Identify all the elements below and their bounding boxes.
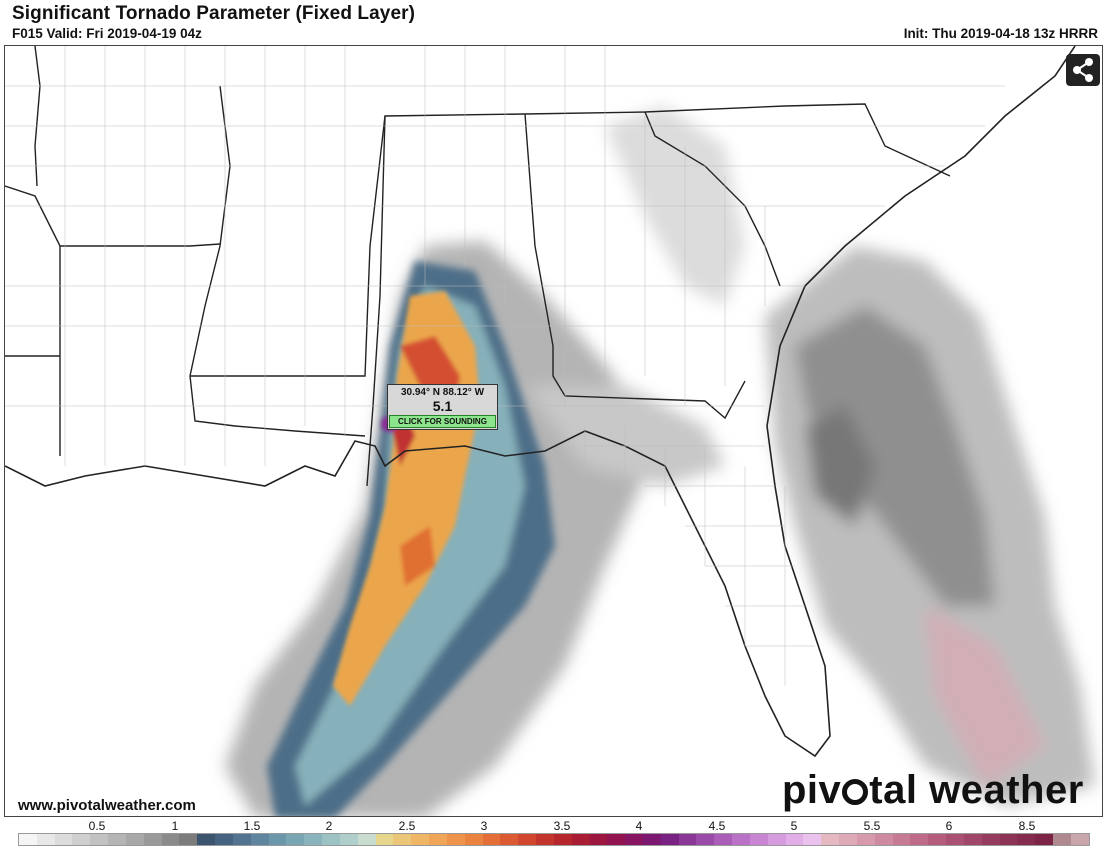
point-value-popup: 30.94° N 88.12° W 5.1 CLICK FOR SOUNDING [387, 384, 498, 430]
scale-swatch [54, 834, 73, 845]
scale-swatch [1035, 834, 1054, 845]
scale-swatch [607, 834, 626, 845]
scale-tick: 1 [171, 819, 179, 833]
scale-swatch [197, 834, 216, 845]
scale-swatch [518, 834, 537, 845]
scale-swatch [90, 834, 109, 845]
valid-time: F015 Valid: Fri 2019-04-19 04z [12, 26, 202, 41]
state-borders [5, 46, 951, 487]
scale-swatch [999, 834, 1018, 845]
scale-tick: 0.5 [88, 819, 106, 833]
scale-swatch [660, 834, 679, 845]
scale-tick: 2 [325, 819, 333, 833]
scale-swatch [375, 834, 394, 845]
scale-swatch [339, 834, 358, 845]
scale-tick: 3 [480, 819, 488, 833]
scale-swatch [411, 834, 430, 845]
scale-swatch [393, 834, 412, 845]
scale-swatch [785, 834, 804, 845]
scale-swatch [215, 834, 233, 845]
scale-swatch [625, 834, 643, 845]
scale-swatch [286, 834, 305, 845]
scale-tick: 1.5 [243, 819, 261, 833]
scale-swatch [322, 834, 340, 845]
scale-swatch [464, 834, 483, 845]
scale-swatch [910, 834, 929, 845]
scale-swatch [714, 834, 733, 845]
scale-swatch [571, 834, 590, 845]
scale-swatch [1017, 834, 1036, 845]
scale-swatch [642, 834, 661, 845]
map-canvas [5, 46, 1095, 816]
scale-swatch [856, 834, 875, 845]
website-url[interactable]: www.pivotalweather.com [18, 797, 196, 814]
scale-swatch [143, 834, 162, 845]
scale-swatch [839, 834, 857, 845]
scale-swatch [161, 834, 180, 845]
scale-swatch [767, 834, 786, 845]
scale-tick: 5.5 [863, 819, 881, 833]
scale-swatch [72, 834, 91, 845]
popup-value: 5.1 [432, 398, 453, 414]
color-scale-bar [18, 833, 1090, 846]
scale-swatch [446, 834, 465, 845]
scale-swatch [874, 834, 893, 845]
scale-swatch [536, 834, 554, 845]
scale-tick: 3.5 [553, 819, 571, 833]
sounding-button[interactable]: CLICK FOR SOUNDING [389, 415, 496, 428]
scale-swatch [482, 834, 501, 845]
county-lines [5, 46, 1005, 686]
scale-swatch [429, 834, 447, 845]
scale-swatch [19, 834, 37, 845]
share-icon [1073, 58, 1093, 82]
scale-swatch [946, 834, 964, 845]
scale-swatch [357, 834, 376, 845]
scale-swatch [749, 834, 768, 845]
scale-swatch [892, 834, 911, 845]
map-title: Significant Tornado Parameter (Fixed Lay… [12, 3, 416, 24]
stp-grey-atlantic [765, 246, 1095, 806]
scale-swatch [1070, 834, 1089, 845]
brand-logo: piv tal weather [782, 768, 1084, 812]
scale-swatch [304, 834, 323, 845]
scale-swatch [821, 834, 840, 845]
scale-swatch [1053, 834, 1071, 845]
scale-swatch [125, 834, 144, 845]
gear-icon [842, 779, 869, 805]
scale-swatch [928, 834, 947, 845]
scale-swatch [553, 834, 572, 845]
scale-swatch [589, 834, 608, 845]
init-time: Init: Thu 2019-04-18 13z HRRR [903, 26, 1098, 41]
scale-swatch [963, 834, 982, 845]
scale-swatch [268, 834, 287, 845]
scale-tick: 2.5 [398, 819, 416, 833]
scale-tick: 8.5 [1018, 819, 1036, 833]
scale-swatch [232, 834, 251, 845]
scale-swatch [981, 834, 1000, 845]
scale-tick: 4.5 [708, 819, 726, 833]
scale-tick: 4 [635, 819, 643, 833]
scale-swatch [500, 834, 519, 845]
color-scale-labels: 0.5 1 1.5 2 2.5 3 3.5 4 4.5 5 5.5 6 8.5 [0, 819, 1111, 833]
weather-map[interactable] [4, 45, 1103, 817]
scale-swatch [250, 834, 269, 845]
scale-swatch [678, 834, 697, 845]
scale-swatch [803, 834, 822, 845]
popup-coordinates: 30.94° N 88.12° W [400, 387, 485, 398]
share-button[interactable] [1066, 54, 1100, 86]
scale-swatch [36, 834, 55, 845]
scale-swatch [108, 834, 126, 845]
scale-swatch [696, 834, 715, 845]
scale-swatch [179, 834, 198, 845]
scale-tick: 5 [790, 819, 798, 833]
scale-tick: 6 [945, 819, 953, 833]
scale-swatch [732, 834, 750, 845]
